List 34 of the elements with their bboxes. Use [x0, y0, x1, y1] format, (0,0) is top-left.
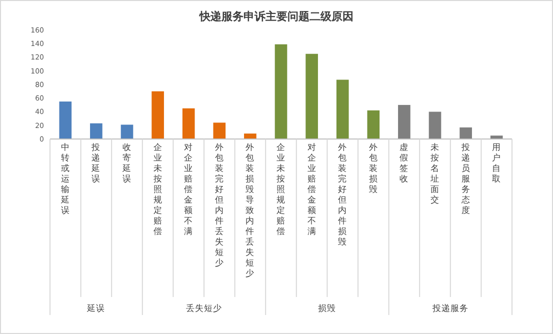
bar	[460, 127, 472, 139]
x-tick-label: 投递员服务态度	[460, 142, 470, 216]
text: 延误	[86, 303, 106, 314]
bar	[213, 122, 226, 139]
category-label: 对企业赔偿金额不满	[307, 143, 316, 237]
bar	[152, 91, 164, 139]
bar	[59, 102, 72, 139]
x-tick-label: 投递延误	[90, 142, 101, 184]
category-label: 外包装完好但内件丢失短少	[214, 143, 224, 268]
category-label: 企业未按照规定赔偿	[153, 143, 162, 237]
bar	[274, 44, 288, 139]
text: 投递服务	[431, 303, 468, 314]
x-tick-label: 中转或运输延误	[60, 142, 70, 216]
x-tick-label: 用户自取	[492, 143, 502, 184]
bar	[428, 112, 442, 139]
bar	[367, 110, 380, 139]
category-label: 外包装损毁导致内件丢失短少	[246, 143, 255, 279]
text: 损毁	[318, 303, 336, 314]
bar	[398, 104, 410, 139]
category-label: 对企业赔偿金额不满	[184, 143, 194, 237]
chart-title: 快递服务申诉主要问题二级原因	[198, 10, 354, 23]
bar	[244, 134, 256, 139]
x-tick-label: 外包装损毁	[368, 142, 378, 195]
bar	[306, 54, 318, 139]
category-label: 企业未按照规定赔偿	[276, 143, 286, 237]
bar	[90, 123, 102, 139]
bar	[182, 108, 195, 139]
bar	[336, 80, 349, 139]
x-tick-label: 虚假签收	[400, 142, 409, 184]
x-tick-label: 未按名址面交	[430, 142, 440, 206]
bar	[120, 124, 134, 139]
category-label: 外包装完好但内件损毁	[338, 143, 348, 248]
x-tick-label: 收寄延误	[122, 142, 132, 184]
text: 丢失短少	[186, 303, 222, 314]
